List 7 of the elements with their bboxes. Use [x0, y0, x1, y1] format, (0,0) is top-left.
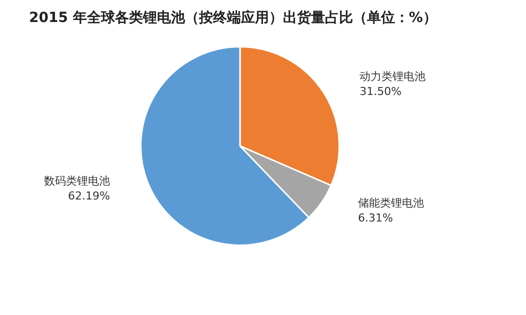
data-label: 62.19% [68, 189, 110, 202]
data-label: 31.50% [360, 84, 402, 98]
slice-label: 储能类锂电池 [358, 196, 424, 210]
slice-label: 数码类锂电池 [44, 174, 110, 188]
data-label: 6.31% [358, 212, 393, 225]
slice-label: 动力类锂电池 [360, 70, 426, 83]
chart-title: 2015 年全球各类锂电池（按终端应用）出货量占比（单位：%） [29, 9, 437, 26]
